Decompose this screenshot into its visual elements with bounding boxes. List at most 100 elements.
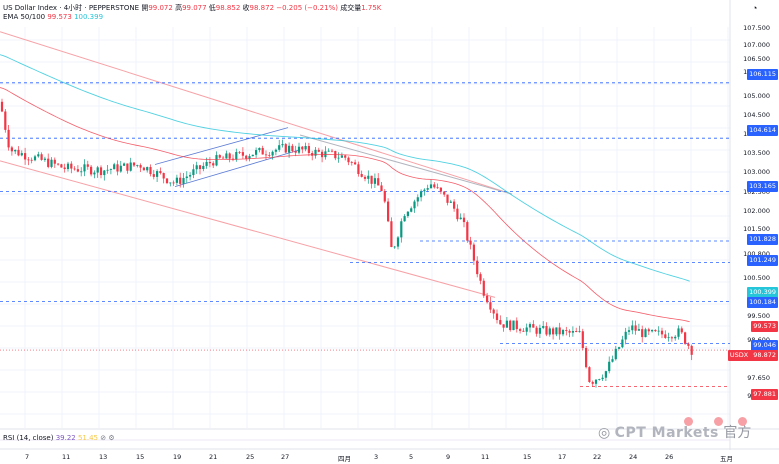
candle-body <box>604 371 607 378</box>
candle-body <box>522 330 525 332</box>
candle-body <box>175 177 178 183</box>
candle-body <box>268 154 271 156</box>
candle-body <box>495 313 499 321</box>
symbol-title[interactable]: US Dollar Index · 4小时 · PEPPERSTONE <box>3 4 140 12</box>
candle-body <box>439 187 442 192</box>
candle-body <box>344 155 347 158</box>
candle-body <box>509 320 512 331</box>
candle-body <box>251 154 254 157</box>
event-flag-icon[interactable] <box>738 417 747 426</box>
candle-body <box>684 332 687 344</box>
ema-label: EMA 50/100 <box>3 13 46 21</box>
candle-body <box>558 327 561 335</box>
legend-ema-row[interactable]: EMA 50/100 99.573 100.399 <box>3 13 103 21</box>
candle-body <box>538 327 541 334</box>
open-label: 開 <box>141 4 149 12</box>
candle-body <box>208 161 211 164</box>
price-label: USDX 98.872 <box>727 350 778 361</box>
candle-body <box>561 330 565 335</box>
candle-body <box>50 159 53 167</box>
price-label-value: 100.399 <box>749 288 776 296</box>
candle-body <box>390 221 393 248</box>
candle-body <box>466 222 469 241</box>
candle-body <box>301 146 304 150</box>
watermark-brand: CPT Markets <box>614 425 719 441</box>
candle-body <box>93 172 96 175</box>
x-tick-label: 22 <box>593 453 602 461</box>
volume-value: 1.75K <box>361 4 382 12</box>
channel-upper <box>0 31 513 195</box>
candle-body <box>634 325 637 331</box>
candle-body <box>641 329 644 338</box>
candle-body <box>367 175 370 179</box>
candle-body <box>37 154 40 157</box>
candle-body <box>479 274 482 281</box>
candle-body <box>297 146 301 153</box>
candle-body <box>637 329 640 331</box>
candle-body <box>624 331 627 340</box>
high-value: 99.077 <box>182 4 207 12</box>
candle-body <box>519 329 522 331</box>
x-tick-label: 15 <box>136 453 145 461</box>
candle-body <box>304 146 307 150</box>
candle-body <box>568 330 571 333</box>
candle-body <box>27 159 30 161</box>
settings-icon[interactable]: ⚙ <box>108 434 115 442</box>
candle-body <box>614 348 617 360</box>
candle-body <box>535 327 538 334</box>
candle-body <box>169 182 172 184</box>
candle-body <box>149 167 152 175</box>
candle-body <box>119 165 122 172</box>
candle-body <box>86 164 89 167</box>
channel-lower <box>0 160 496 298</box>
candle-body <box>225 153 228 159</box>
candle-body <box>179 177 182 184</box>
candle-body <box>156 171 159 177</box>
event-flag-icon[interactable] <box>714 417 723 426</box>
candle-body <box>565 330 568 331</box>
candles <box>0 98 693 388</box>
candle-body <box>548 328 551 335</box>
candle-body <box>370 175 373 184</box>
candle-body <box>7 129 10 148</box>
rsi-label: RSI (14, close) <box>3 434 54 442</box>
candle-body <box>476 260 479 275</box>
candle-body <box>601 377 604 380</box>
price-label-value: 104.614 <box>749 126 776 134</box>
candle-body <box>410 208 413 212</box>
ema50-line <box>0 87 690 323</box>
candle-body <box>307 146 310 154</box>
x-tick-label: 19 <box>173 453 182 461</box>
candle-body <box>185 176 188 179</box>
x-tick-label: 21 <box>209 453 218 461</box>
price-label: 101.249 <box>747 255 778 266</box>
candle-body <box>142 167 145 171</box>
candle-body <box>499 320 502 325</box>
candle-body <box>281 144 284 146</box>
candle-body <box>647 329 650 332</box>
candle-body <box>288 145 291 153</box>
legend-symbol-row: US Dollar Index · 4小时 · PEPPERSTONE 開 99.… <box>3 3 381 13</box>
ema50-value: 99.573 <box>47 13 72 21</box>
eye-icon[interactable]: ⊘ <box>100 434 107 442</box>
event-flag-icon[interactable] <box>684 417 693 426</box>
candle-body <box>347 157 350 163</box>
candle-body <box>0 101 4 112</box>
symbol-tag: USDX <box>729 351 751 359</box>
candle-body <box>354 162 357 165</box>
price-label-value: 99.046 <box>753 341 776 349</box>
candle-body <box>212 163 215 166</box>
price-label: 97.881 <box>751 389 778 400</box>
candle-body <box>393 246 396 248</box>
candle-body <box>228 153 231 159</box>
candle-body <box>165 178 169 184</box>
candle-body <box>317 149 320 152</box>
x-tick-label: 24 <box>629 453 638 461</box>
legend-rsi-row[interactable]: RSI (14, close) 39.22 51.45 ⊘ ⚙ <box>3 434 115 442</box>
x-tick-label: 11 <box>481 453 490 461</box>
candle-body <box>139 165 142 168</box>
candle-body <box>674 336 677 339</box>
candle-body <box>192 169 195 176</box>
candle-body <box>205 161 208 166</box>
